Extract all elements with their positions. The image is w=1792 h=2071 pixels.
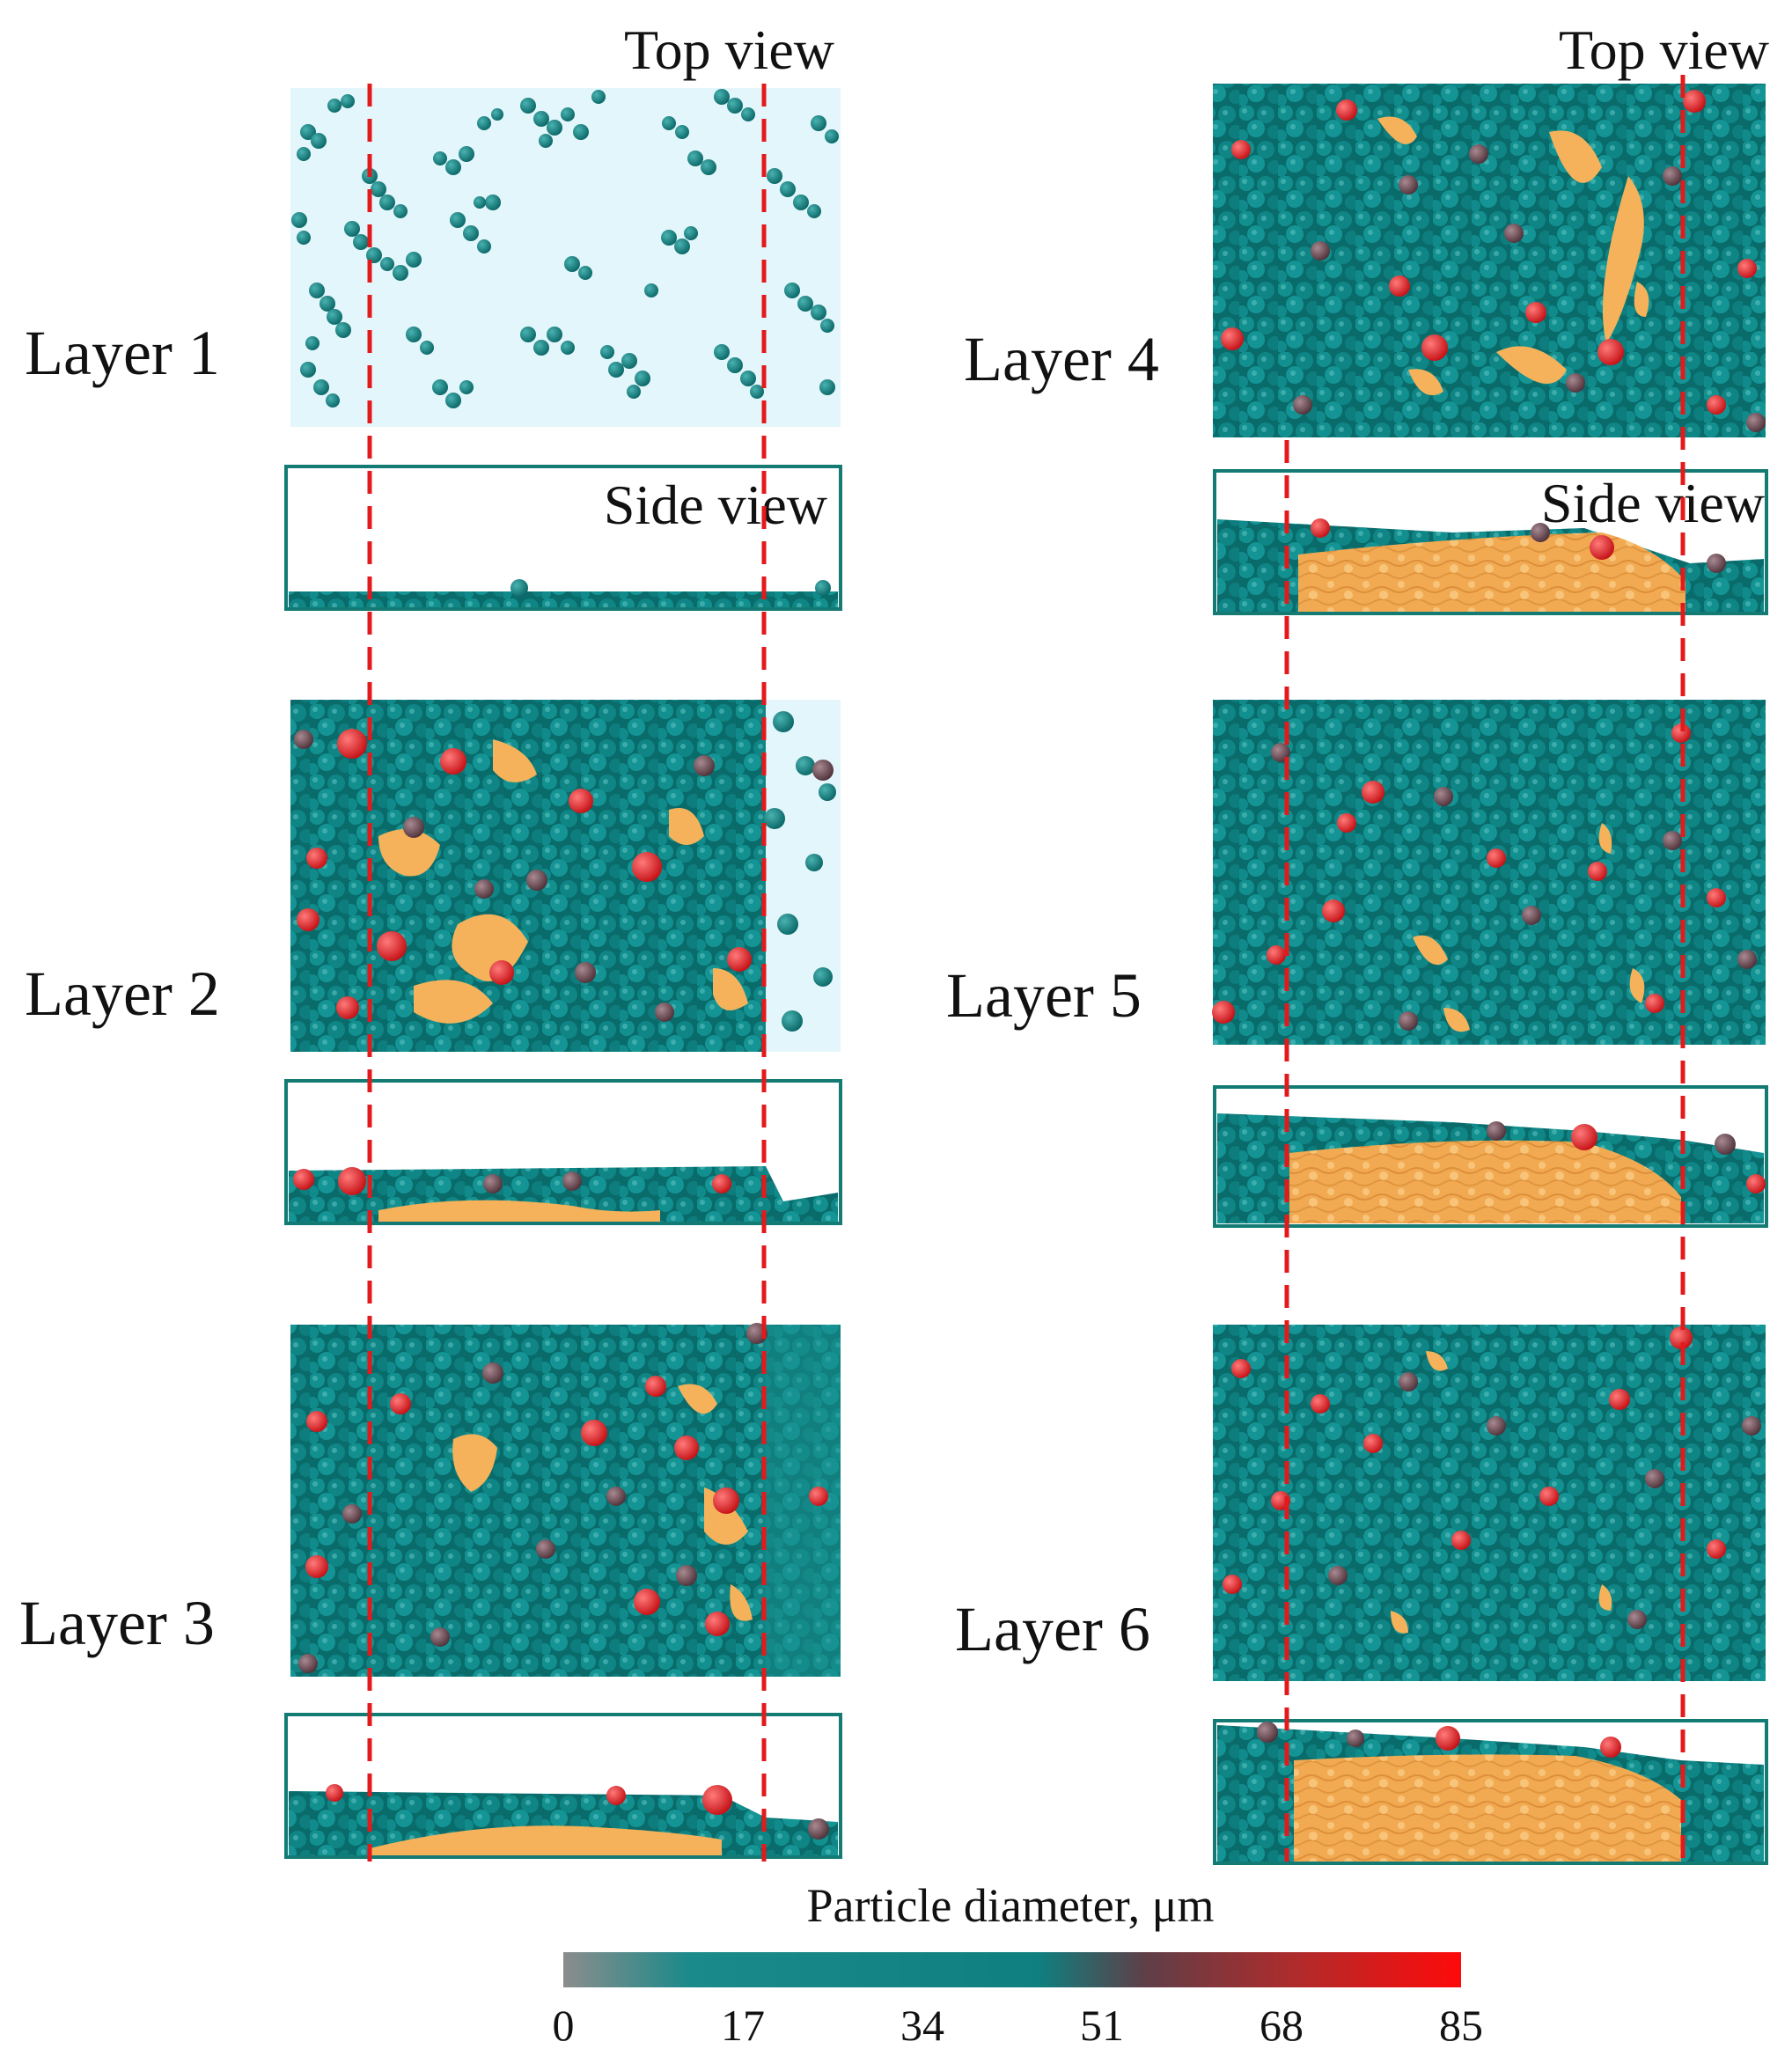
layer6-top-view (1213, 1325, 1766, 1681)
layer4-side-view: Side view (1213, 469, 1768, 615)
layer6-large-particles (1223, 1326, 1761, 1629)
layer5-large-particles (1212, 723, 1757, 1031)
layer1-top-view: Top view (290, 18, 841, 427)
layer1-label: Layer 1 (25, 318, 220, 388)
layer1-side-view: Side view (284, 465, 842, 611)
layer5-label: Layer 5 (946, 960, 1142, 1031)
layer2-label: Layer 2 (25, 958, 220, 1029)
side-view-caption: Side view (604, 474, 827, 536)
colorbar-tick-label: 51 (1080, 2001, 1124, 2050)
layer6-side-view (1213, 1719, 1768, 1865)
layer3-label: Layer 3 (19, 1588, 215, 1658)
layer2-melt-regions (378, 739, 748, 1024)
layer2-side-view (284, 1079, 842, 1225)
layer3-large-particles (298, 1323, 828, 1673)
layer5-top-view (1212, 700, 1766, 1045)
layer2-loose-particles (764, 711, 836, 1032)
top-view-caption: Top view (624, 18, 834, 81)
colorbar-title: Particle diameter, μm (806, 1879, 1214, 1932)
layer4-large-particles (1221, 90, 1766, 432)
layer3-side-view (284, 1713, 842, 1859)
right-dashed-guides (1284, 75, 1686, 1862)
colorbar-ticks: 0 17 34 51 68 85 (553, 2001, 1484, 2050)
colorbar-gradient (563, 1952, 1461, 1987)
layer1-scattered-particles (291, 89, 839, 408)
colorbar-tick-label: 68 (1260, 2001, 1304, 2050)
layer2-top-view (290, 700, 841, 1052)
layer6-label: Layer 6 (955, 1594, 1150, 1664)
colorbar-tick-label: 0 (553, 2001, 575, 2050)
layer5-side-view (1213, 1085, 1768, 1228)
layer2-large-particles (294, 729, 834, 1022)
colorbar: Particle diameter, μm 0 17 34 51 68 85 (553, 1879, 1484, 2050)
layer4-label: Layer 4 (964, 324, 1159, 394)
top-view-caption-right: Top view (1559, 18, 1769, 81)
layer4-top-view: Top view (1213, 18, 1769, 437)
colorbar-tick-label: 85 (1439, 2001, 1483, 2050)
colorbar-tick-label: 17 (721, 2001, 765, 2050)
left-dashed-guides (367, 84, 767, 1862)
colorbar-tick-label: 34 (900, 2001, 944, 2050)
side-view-caption-right: Side view (1541, 472, 1765, 534)
layer3-top-view (290, 1323, 841, 1677)
